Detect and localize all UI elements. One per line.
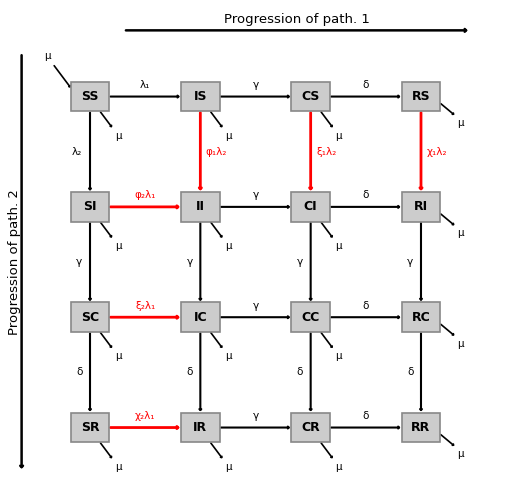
Text: δ: δ — [296, 367, 303, 378]
Text: δ: δ — [363, 300, 369, 311]
Text: μ: μ — [458, 449, 464, 459]
Text: γ: γ — [252, 411, 259, 421]
Text: γ: γ — [252, 191, 259, 200]
Text: δ: δ — [407, 367, 413, 378]
Text: γ: γ — [252, 300, 259, 311]
Text: δ: δ — [363, 191, 369, 200]
Text: μ: μ — [336, 352, 342, 361]
Text: μ: μ — [458, 118, 464, 128]
FancyBboxPatch shape — [181, 192, 220, 222]
Text: φ₂λ₁: φ₂λ₁ — [134, 191, 156, 200]
Text: ξ₁λ₂: ξ₁λ₂ — [316, 147, 336, 157]
FancyBboxPatch shape — [71, 82, 109, 111]
Text: μ: μ — [458, 338, 464, 349]
Text: μ: μ — [225, 241, 232, 251]
Text: SI: SI — [83, 200, 97, 214]
Text: IS: IS — [194, 90, 207, 103]
Text: χ₁λ₂: χ₁λ₂ — [427, 147, 447, 157]
Text: SR: SR — [81, 421, 99, 434]
Text: SS: SS — [81, 90, 99, 103]
FancyBboxPatch shape — [181, 412, 220, 442]
Text: CI: CI — [304, 200, 317, 214]
FancyBboxPatch shape — [71, 302, 109, 332]
FancyBboxPatch shape — [402, 192, 440, 222]
Text: γ: γ — [297, 257, 303, 267]
Text: RC: RC — [412, 311, 430, 324]
Text: SC: SC — [81, 311, 99, 324]
FancyBboxPatch shape — [291, 412, 330, 442]
FancyBboxPatch shape — [181, 302, 220, 332]
FancyBboxPatch shape — [402, 82, 440, 111]
Text: δ: δ — [76, 367, 82, 378]
FancyBboxPatch shape — [71, 412, 109, 442]
Text: γ: γ — [76, 257, 82, 267]
FancyBboxPatch shape — [291, 302, 330, 332]
Text: IR: IR — [193, 421, 207, 434]
Text: χ₂λ₁: χ₂λ₁ — [135, 411, 155, 421]
Text: RS: RS — [412, 90, 430, 103]
Text: CS: CS — [301, 90, 320, 103]
Text: μ: μ — [458, 228, 464, 238]
Text: φ₁λ₂: φ₁λ₂ — [206, 147, 227, 157]
Text: Progression of path. 1: Progression of path. 1 — [224, 13, 370, 26]
Text: λ₂: λ₂ — [72, 147, 82, 157]
Text: μ: μ — [115, 462, 122, 472]
FancyBboxPatch shape — [181, 82, 220, 111]
Text: μ: μ — [115, 352, 122, 361]
Text: Progression of path. 2: Progression of path. 2 — [9, 189, 21, 335]
Text: δ: δ — [363, 80, 369, 90]
Text: μ: μ — [225, 462, 232, 472]
Text: δ: δ — [363, 411, 369, 421]
Text: ξ₂λ₁: ξ₂λ₁ — [135, 300, 155, 311]
Text: RI: RI — [414, 200, 428, 214]
Text: γ: γ — [187, 257, 193, 267]
Text: II: II — [196, 200, 205, 214]
Text: λ₁: λ₁ — [140, 80, 150, 90]
Text: μ: μ — [115, 241, 122, 251]
Text: RR: RR — [411, 421, 431, 434]
Text: γ: γ — [252, 80, 259, 90]
FancyBboxPatch shape — [291, 82, 330, 111]
Text: μ: μ — [115, 131, 122, 141]
Text: CC: CC — [301, 311, 320, 324]
Text: μ: μ — [225, 131, 232, 141]
Text: γ: γ — [407, 257, 413, 267]
Text: CR: CR — [301, 421, 320, 434]
Text: μ: μ — [43, 51, 50, 61]
FancyBboxPatch shape — [71, 192, 109, 222]
Text: μ: μ — [336, 131, 342, 141]
Text: μ: μ — [336, 241, 342, 251]
Text: μ: μ — [225, 352, 232, 361]
Text: δ: δ — [186, 367, 193, 378]
Text: μ: μ — [336, 462, 342, 472]
FancyBboxPatch shape — [291, 192, 330, 222]
Text: IC: IC — [194, 311, 207, 324]
FancyBboxPatch shape — [402, 412, 440, 442]
FancyBboxPatch shape — [402, 302, 440, 332]
